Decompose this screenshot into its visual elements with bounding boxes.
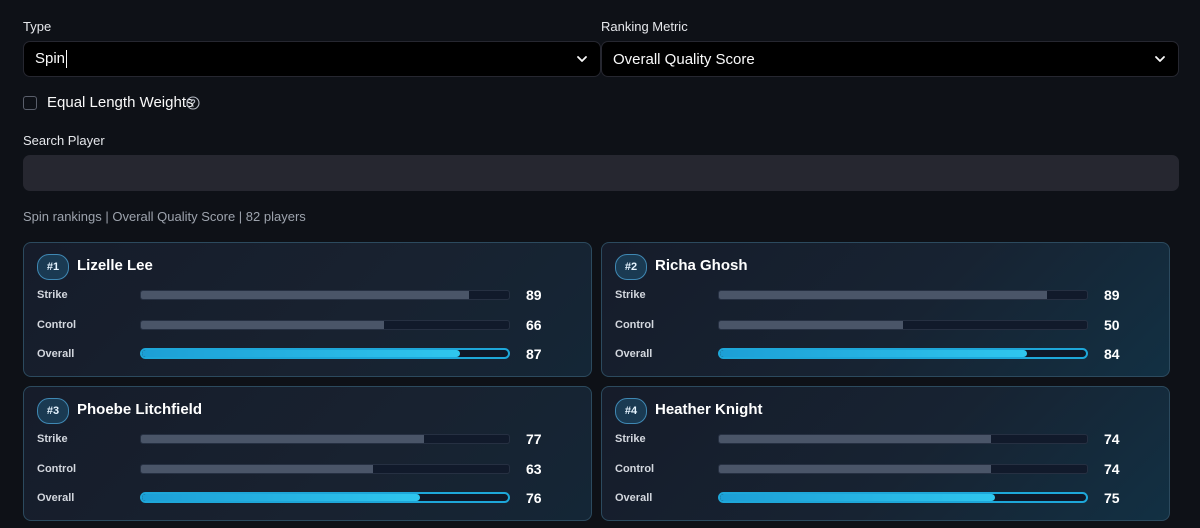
player-card: #3 Phoebe Litchfield Strike 77 Control 63 Over…	[23, 386, 592, 521]
metric-bar	[718, 434, 1088, 444]
metric-value: 66	[526, 317, 542, 333]
metric-bar-fill	[141, 291, 469, 299]
metric-label: Overall	[615, 492, 653, 504]
metric-label: Control	[615, 463, 655, 475]
metric-bar-fill	[719, 321, 903, 329]
type-label: Type	[23, 19, 52, 34]
metric-value: 84	[1104, 346, 1120, 362]
metric-label: Overall	[37, 492, 75, 504]
metric-value: 77	[526, 431, 542, 447]
metric-bar	[718, 348, 1088, 359]
rank-badge: #4	[615, 398, 647, 424]
rank-badge: #3	[37, 398, 69, 424]
metric-value: 50	[1104, 317, 1120, 333]
player-card: #4 Heather Knight Strike 74 Control 74 Overall…	[601, 386, 1170, 521]
player-card: #2 Richa Ghosh Strike 89 Control 50 Overall 84	[601, 242, 1170, 377]
rankings-summary: Spin rankings | Overall Quality Score | …	[23, 209, 306, 224]
metric-bar-fill	[141, 435, 425, 443]
metric-bar-fill	[142, 494, 421, 501]
metric-bar	[140, 464, 510, 474]
metric-bar-fill	[720, 494, 995, 501]
metric-value: 87	[526, 346, 542, 362]
metric-label: Strike	[37, 289, 68, 301]
metric-value: 76	[526, 490, 542, 506]
type-select[interactable]: Spin	[23, 41, 601, 77]
search-label: Search Player	[23, 133, 105, 148]
metric-bar	[140, 320, 510, 330]
metric-select-value: Overall Quality Score	[613, 50, 755, 68]
type-select-value: Spin	[35, 49, 66, 67]
player-card: #1 Lizelle Lee Strike 89 Control 66 Overall 87	[23, 242, 592, 377]
metric-value: 89	[526, 287, 542, 303]
metric-bar	[718, 290, 1088, 300]
metric-bar-fill	[720, 350, 1028, 357]
rank-badge: #1	[37, 254, 69, 280]
metric-bar-fill	[141, 465, 373, 473]
equal-weights-label[interactable]: Equal Length Weights	[47, 94, 194, 111]
help-icon[interactable]	[186, 96, 200, 110]
metric-label: Strike	[615, 289, 646, 301]
metric-label: Ranking Metric	[601, 19, 688, 34]
chevron-down-icon[interactable]	[575, 52, 589, 66]
equal-weights-checkbox[interactable]	[23, 96, 37, 110]
metric-value: 74	[1104, 461, 1120, 477]
metric-bar	[718, 464, 1088, 474]
metric-bar	[718, 492, 1088, 503]
metric-label: Overall	[37, 348, 75, 360]
metric-value: 74	[1104, 431, 1120, 447]
chevron-down-icon[interactable]	[1153, 52, 1167, 66]
text-cursor	[66, 50, 68, 69]
metric-bar	[140, 348, 510, 359]
metric-label: Strike	[615, 433, 646, 445]
metric-bar-fill	[142, 350, 461, 357]
player-name: Phoebe Litchfield	[77, 401, 203, 418]
metric-label: Overall	[615, 348, 653, 360]
metric-bar	[140, 434, 510, 444]
metric-label: Control	[37, 463, 77, 475]
metric-bar	[718, 320, 1088, 330]
metric-select[interactable]: Overall Quality Score	[601, 41, 1179, 77]
metric-bar-fill	[719, 465, 992, 473]
metric-bar-fill	[141, 321, 384, 329]
player-name: Richa Ghosh	[655, 257, 748, 274]
metric-bar	[140, 290, 510, 300]
metric-value: 89	[1104, 287, 1120, 303]
metric-label: Strike	[37, 433, 68, 445]
metric-label: Control	[37, 319, 77, 331]
metric-value: 75	[1104, 490, 1120, 506]
metric-value: 63	[526, 461, 542, 477]
metric-bar-fill	[719, 435, 992, 443]
search-player-input[interactable]	[23, 155, 1179, 191]
metric-bar-fill	[719, 291, 1047, 299]
metric-label: Control	[615, 319, 655, 331]
rank-badge: #2	[615, 254, 647, 280]
player-name: Heather Knight	[655, 401, 763, 418]
player-name: Lizelle Lee	[77, 257, 153, 274]
metric-bar	[140, 492, 510, 503]
